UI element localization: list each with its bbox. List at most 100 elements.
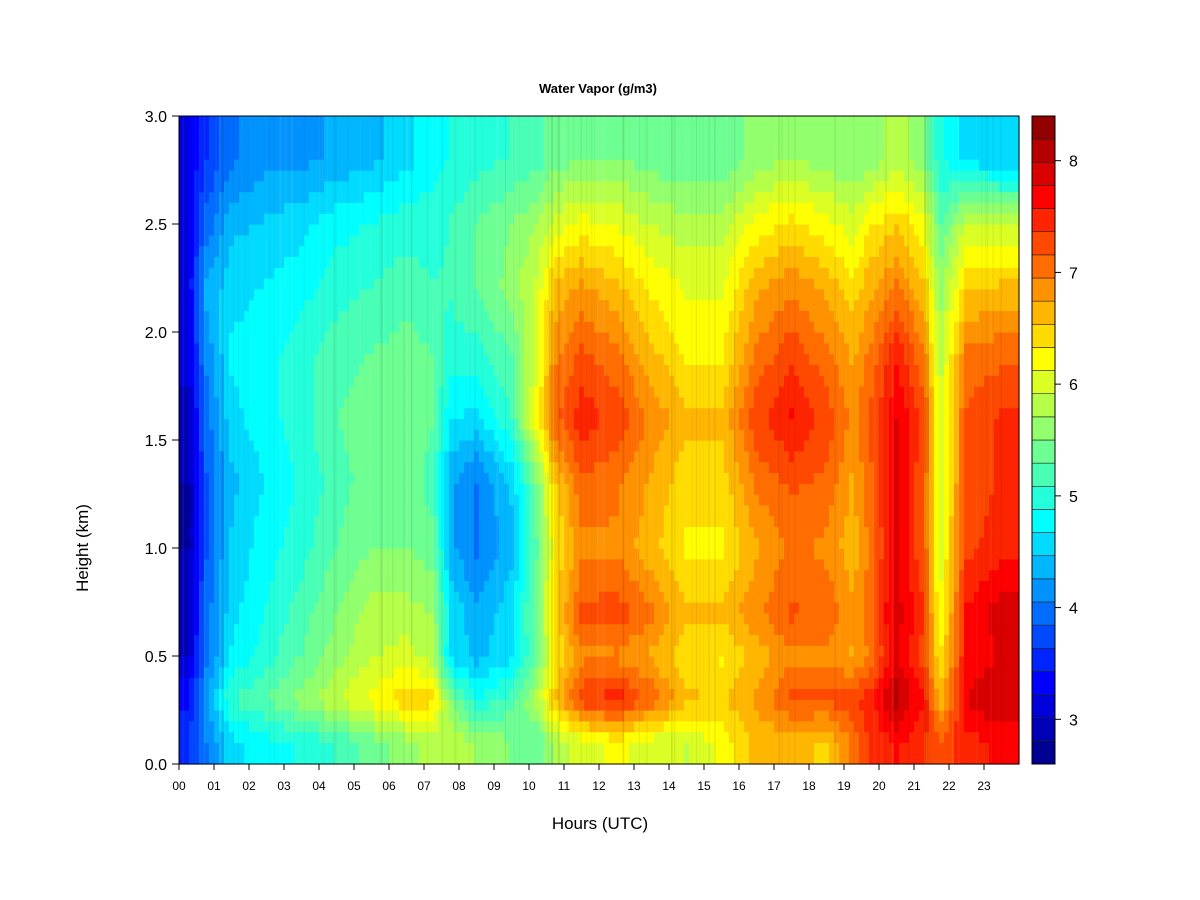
heatmap-cell — [849, 742, 855, 754]
heatmap-cell — [619, 483, 625, 495]
heatmap-cell — [259, 656, 265, 668]
heatmap-cell — [549, 580, 555, 592]
heatmap-cell — [994, 450, 1000, 463]
heatmap-cell — [524, 720, 530, 733]
heatmap-cell — [289, 494, 295, 506]
heatmap-cell — [379, 483, 385, 495]
heatmap-cell — [304, 720, 310, 733]
heatmap-cell — [789, 548, 795, 560]
heatmap-cell — [929, 699, 935, 711]
heatmap-cell — [179, 580, 185, 592]
heatmap-cell — [709, 548, 715, 560]
heatmap-cell — [204, 461, 210, 473]
heatmap-cell — [984, 580, 990, 592]
heatmap-cell — [344, 461, 350, 473]
heatmap-cell — [674, 720, 680, 733]
heatmap-cell — [869, 591, 875, 603]
heatmap-cell — [1014, 602, 1020, 614]
heatmap-cell — [709, 483, 715, 495]
heatmap-cell — [789, 537, 795, 549]
heatmap-cell — [454, 656, 460, 668]
heatmap-cell — [929, 710, 935, 722]
heatmap-cell — [914, 720, 920, 733]
heatmap-cell — [839, 634, 845, 646]
heatmap-cell — [199, 472, 205, 484]
heatmap-cell — [594, 472, 600, 484]
heatmap-cell — [789, 483, 795, 495]
heatmap-cell — [404, 569, 410, 581]
chart-title: Water Vapor (g/m3) — [539, 81, 657, 96]
heatmap-cell — [549, 591, 555, 603]
heatmap-cell — [714, 440, 720, 452]
heatmap-cell — [484, 461, 490, 473]
heatmap-cell — [439, 656, 445, 668]
heatmap-cell — [754, 699, 760, 711]
heatmap-cell — [394, 483, 400, 495]
heatmap-cell — [614, 753, 620, 765]
heatmap-cell — [314, 731, 320, 743]
heatmap-cell — [669, 753, 675, 765]
heatmap-cell — [564, 688, 570, 700]
heatmap-cell — [429, 623, 435, 635]
heatmap-cell — [559, 720, 565, 733]
heatmap-cell — [744, 612, 750, 625]
heatmap-cell — [564, 677, 570, 689]
heatmap-cell — [529, 753, 535, 765]
heatmap-cell — [804, 645, 810, 657]
heatmap-cell — [324, 656, 330, 668]
heatmap-cell — [224, 731, 230, 743]
heatmap-cell — [554, 666, 560, 679]
heatmap-cell — [884, 645, 890, 657]
heatmap-cell — [454, 753, 460, 765]
heatmap-cell — [819, 656, 825, 668]
heatmap-cell — [1014, 461, 1020, 473]
heatmap-cell — [699, 504, 705, 517]
heatmap-cell — [419, 612, 425, 625]
heatmap-cell — [394, 515, 400, 527]
heatmap-cell — [824, 656, 830, 668]
heatmap-cell — [859, 602, 865, 614]
heatmap-cell — [594, 634, 600, 646]
heatmap-cell — [619, 461, 625, 473]
heatmap-cell — [729, 720, 735, 733]
heatmap-cell — [244, 440, 250, 452]
heatmap-cell — [954, 461, 960, 473]
heatmap-cell — [344, 666, 350, 679]
heatmap-cell — [669, 494, 675, 506]
heatmap-cell — [284, 677, 290, 689]
heatmap-cell — [564, 699, 570, 711]
heatmap-cell — [749, 688, 755, 700]
heatmap-cell — [384, 494, 390, 506]
heatmap-cell — [254, 742, 260, 754]
heatmap-cell — [924, 731, 930, 743]
heatmap-cell — [339, 526, 345, 538]
heatmap-cell — [849, 558, 855, 571]
heatmap-cell — [594, 504, 600, 517]
heatmap-cell — [314, 580, 320, 592]
heatmap-cell — [234, 591, 240, 603]
heatmap-cell — [504, 645, 510, 657]
heatmap-cell — [344, 537, 350, 549]
heatmap-cell — [579, 720, 585, 733]
heatmap-cell — [434, 537, 440, 549]
heatmap-cell — [649, 526, 655, 538]
heatmap-cell — [854, 580, 860, 592]
heatmap-cell — [559, 688, 565, 700]
heatmap-cell — [414, 569, 420, 581]
heatmap-cell — [599, 440, 605, 452]
heatmap-cell — [389, 677, 395, 689]
heatmap-cell — [979, 623, 985, 635]
heatmap-cell — [184, 526, 190, 538]
heatmap-cell — [294, 656, 300, 668]
heatmap-cell — [219, 580, 225, 592]
heatmap-cell — [259, 677, 265, 689]
heatmap-cell — [264, 558, 270, 571]
heatmap-cell — [709, 472, 715, 484]
heatmap-cell — [919, 710, 925, 722]
heatmap-cell — [784, 548, 790, 560]
heatmap-cell — [649, 591, 655, 603]
heatmap-cell — [669, 515, 675, 527]
heatmap-cell — [904, 569, 910, 581]
heatmap-cell — [289, 731, 295, 743]
heatmap-cell — [874, 634, 880, 646]
